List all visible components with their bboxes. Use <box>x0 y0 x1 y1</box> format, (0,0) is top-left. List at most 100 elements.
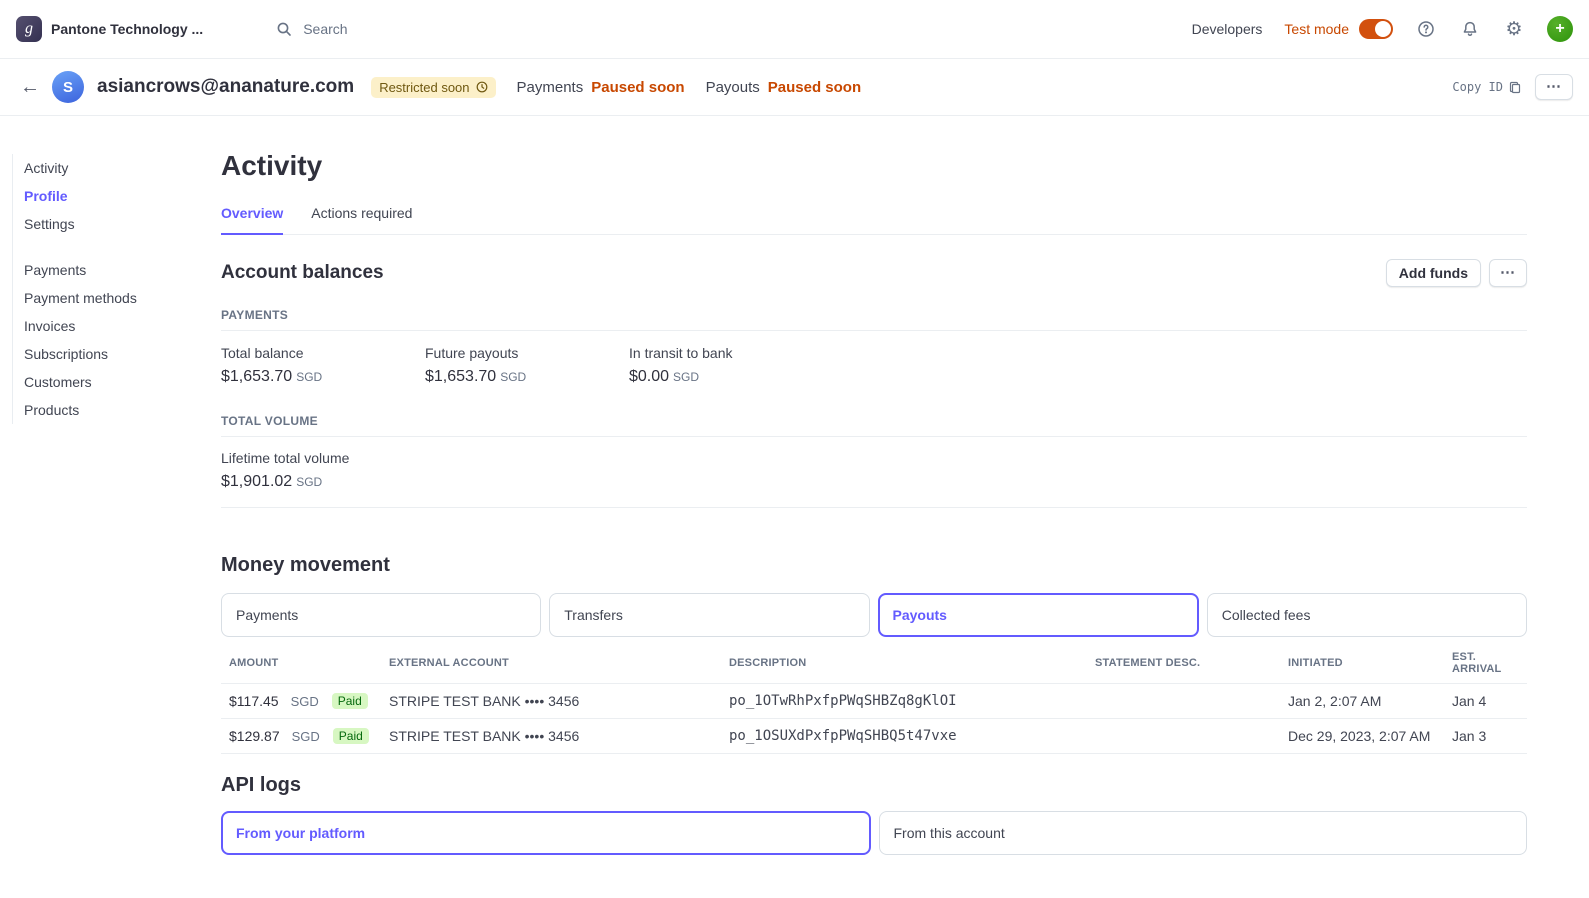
page-body: Activity Profile Settings Payments Payme… <box>0 116 1589 855</box>
copy-icon <box>1509 81 1521 93</box>
sidebar: Activity Profile Settings Payments Payme… <box>0 116 221 855</box>
api-logs-tabs: From your platform From this account <box>221 811 1527 855</box>
balance-metrics: Total balance $1,653.70 SGD Future payou… <box>221 345 1527 386</box>
help-icon[interactable] <box>1415 18 1437 40</box>
sidebar-item-profile[interactable]: Profile <box>24 188 68 204</box>
back-button[interactable]: ← <box>16 76 44 99</box>
metric-currency: SGD <box>500 370 527 384</box>
statement-desc <box>1087 718 1280 754</box>
account-balances-header: Account balances Add funds ⋯ <box>221 259 1527 287</box>
external-account: STRIPE TEST BANK •••• 3456 <box>381 683 721 719</box>
amount-cell: $117.45 SGD Paid <box>229 693 373 709</box>
payments-section-label: PAYMENTS <box>221 308 289 322</box>
org-name: Pantone Technology ... <box>51 21 204 37</box>
overflow-icon: ⋯ <box>1546 78 1562 95</box>
add-funds-button[interactable]: Add funds <box>1385 259 1481 287</box>
status-badge: Paid <box>332 728 369 744</box>
sidebar-item-invoices[interactable]: Invoices <box>24 318 76 334</box>
est-arrival: Jan 4 <box>1444 683 1527 719</box>
back-arrow-icon: ← <box>20 75 40 98</box>
external-account: STRIPE TEST BANK •••• 3456 <box>381 718 721 754</box>
metric-lifetime-volume: Lifetime total volume $1,901.02 SGD <box>221 450 425 491</box>
metric-currency: SGD <box>673 370 700 384</box>
test-mode-group: Test mode <box>1284 19 1393 39</box>
account-avatar: S <box>52 71 84 103</box>
topnav-actions: Developers Test mode ⚙ + <box>1192 16 1573 42</box>
amount: $129.87 <box>229 728 280 744</box>
org-switcher[interactable]: g Pantone Technology ... <box>16 16 203 42</box>
user-avatar[interactable]: + <box>1547 16 1573 42</box>
col-amount: AMOUNT <box>221 651 381 684</box>
filter-collected-fees[interactable]: Collected fees <box>1206 593 1527 637</box>
metric-label: Future payouts <box>425 345 519 361</box>
tab-actions-required[interactable]: Actions required <box>311 205 413 221</box>
money-movement-filters: Payments Transfers Payouts Collected fee… <box>221 593 1527 637</box>
metric-value: $0.00 SGD <box>629 368 833 386</box>
gear-glyph: ⚙ <box>1505 18 1523 40</box>
payouts-status-value: Paused soon <box>767 78 862 96</box>
account-overflow-button[interactable]: ⋯ <box>1535 74 1573 100</box>
org-logo-icon: g <box>16 16 42 42</box>
payouts-table: AMOUNT EXTERNAL ACCOUNT DESCRIPTION STAT… <box>221 651 1527 754</box>
filter-payouts[interactable]: Payouts <box>877 593 1199 637</box>
table-header-row: AMOUNT EXTERNAL ACCOUNT DESCRIPTION STAT… <box>221 651 1527 684</box>
page-title: Activity <box>221 150 323 181</box>
est-arrival: Jan 3 <box>1444 718 1527 754</box>
api-logs-title: API logs <box>221 774 302 796</box>
metric-value: $1,653.70 SGD <box>425 368 629 386</box>
sidebar-item-subscriptions[interactable]: Subscriptions <box>24 346 109 362</box>
col-statement-desc: STATEMENT DESC. <box>1087 651 1280 684</box>
status-badge: Paid <box>331 693 368 709</box>
account-balances-title: Account balances <box>221 262 384 283</box>
api-tab-from-this-account[interactable]: From this account <box>878 811 1527 855</box>
sidebar-item-customers[interactable]: Customers <box>24 374 92 390</box>
filter-transfers[interactable]: Transfers <box>549 593 870 637</box>
sidebar-group-account: Activity Profile Settings <box>24 154 221 238</box>
test-mode-toggle[interactable] <box>1359 19 1393 39</box>
main-content: Activity Overview Actions required Accou… <box>221 116 1527 855</box>
sidebar-group-resources: Payments Payment methods Invoices Subscr… <box>24 256 221 424</box>
balances-actions: Add funds ⋯ <box>1385 259 1527 287</box>
sidebar-item-products[interactable]: Products <box>24 402 80 418</box>
api-tab-from-your-platform[interactable]: From your platform <box>221 811 871 855</box>
restricted-badge-label: Restricted soon <box>379 79 470 95</box>
restricted-soon-badge: Restricted soon <box>371 76 496 98</box>
top-navbar: g Pantone Technology ... Search Develope… <box>0 0 1589 59</box>
metric-total-balance: Total balance $1,653.70 SGD <box>221 345 425 386</box>
notifications-bell-icon[interactable] <box>1459 18 1481 40</box>
metric-amount: $1,901.02 <box>221 473 293 490</box>
metric-currency: SGD <box>296 370 323 384</box>
sidebar-item-settings[interactable]: Settings <box>24 216 75 232</box>
balances-overflow-button[interactable]: ⋯ <box>1489 259 1527 287</box>
overflow-icon: ⋯ <box>1500 264 1516 281</box>
amount: $117.45 <box>229 693 279 709</box>
metric-currency: SGD <box>296 475 323 489</box>
search-icon <box>273 18 295 40</box>
sidebar-item-payments[interactable]: Payments <box>24 262 87 278</box>
money-movement-title: Money movement <box>221 554 390 576</box>
metric-future-payouts: Future payouts $1,653.70 SGD <box>425 345 629 386</box>
col-external-account: EXTERNAL ACCOUNT <box>381 651 721 684</box>
table-row[interactable]: $117.45 SGD Paid STRIPE TEST BANK •••• 3… <box>221 683 1527 719</box>
metric-amount: $1,653.70 <box>425 368 497 385</box>
activity-tabs: Overview Actions required <box>221 205 1527 235</box>
settings-gear-icon[interactable]: ⚙ <box>1503 18 1525 40</box>
sidebar-item-payment-methods[interactable]: Payment methods <box>24 290 137 306</box>
table-row[interactable]: $129.87 SGD Paid STRIPE TEST BANK •••• 3… <box>221 718 1527 754</box>
sidebar-item-activity[interactable]: Activity <box>24 160 69 176</box>
search-label: Search <box>303 21 348 37</box>
metric-amount: $0.00 <box>629 368 670 385</box>
divider <box>221 507 1527 508</box>
org-logo-letter: g <box>25 20 33 37</box>
col-description: DESCRIPTION <box>721 651 1087 684</box>
total-volume-label: TOTAL VOLUME <box>221 414 318 428</box>
tab-overview[interactable]: Overview <box>221 205 284 235</box>
divider <box>221 436 1527 437</box>
sidebar-nav: Activity Profile Settings Payments Payme… <box>12 154 221 424</box>
filter-payments[interactable]: Payments <box>221 593 542 637</box>
copy-id-button[interactable]: Copy ID <box>1452 80 1521 94</box>
search-input[interactable]: Search <box>273 18 348 40</box>
metric-value: $1,653.70 SGD <box>221 368 425 386</box>
developers-link[interactable]: Developers <box>1191 21 1263 37</box>
account-header: ← S asiancrows@ananature.com Restricted … <box>0 59 1589 116</box>
